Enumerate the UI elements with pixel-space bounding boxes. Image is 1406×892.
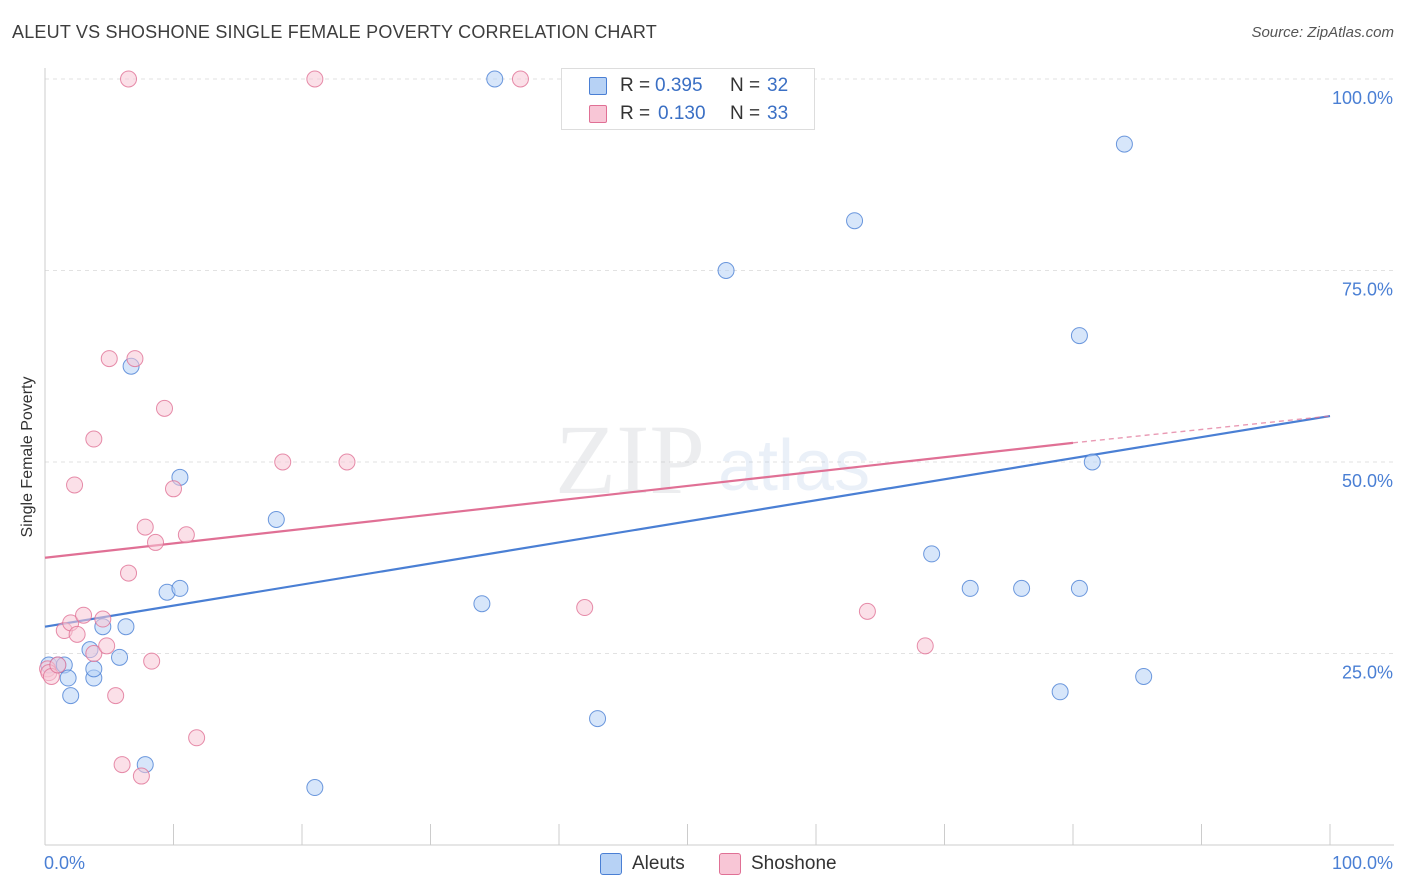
point-aleuts bbox=[846, 212, 864, 230]
point-shoshone bbox=[120, 70, 138, 88]
data-points bbox=[39, 70, 1153, 797]
stats-box: R = 0.395 N = 32 R = 0.130 N = 33 bbox=[561, 68, 815, 130]
point-shoshone bbox=[66, 476, 84, 494]
r-label: R = bbox=[620, 103, 651, 124]
point-shoshone bbox=[511, 70, 529, 88]
n-label: N = bbox=[730, 103, 761, 124]
point-aleuts bbox=[1070, 579, 1088, 597]
point-shoshone bbox=[94, 610, 112, 628]
point-shoshone bbox=[98, 637, 116, 655]
grid-lines bbox=[45, 78, 1394, 654]
point-aleuts bbox=[59, 669, 77, 687]
point-aleuts bbox=[117, 618, 135, 636]
point-aleuts bbox=[1013, 579, 1031, 597]
point-aleuts bbox=[85, 660, 103, 678]
source-label: Source: ZipAtlas.com bbox=[1251, 24, 1394, 41]
point-aleuts bbox=[486, 70, 504, 88]
point-aleuts bbox=[1135, 667, 1153, 685]
point-shoshone bbox=[85, 430, 103, 448]
n-value: 32 bbox=[767, 75, 789, 96]
x-tick-label: 0.0% bbox=[44, 853, 85, 873]
point-shoshone bbox=[576, 599, 594, 617]
x-tick-label: 100.0% bbox=[1332, 853, 1393, 873]
n-label: N = bbox=[730, 75, 761, 96]
point-shoshone bbox=[136, 518, 154, 536]
point-shoshone bbox=[107, 687, 125, 705]
trend-line-extension-shoshone bbox=[1072, 415, 1331, 444]
shoshone-swatch bbox=[589, 105, 607, 123]
legend-aleuts-label: Aleuts bbox=[632, 853, 685, 874]
legend-shoshone-swatch bbox=[719, 853, 741, 875]
point-shoshone bbox=[165, 480, 182, 498]
point-shoshone bbox=[120, 564, 138, 582]
point-shoshone bbox=[68, 625, 86, 643]
point-aleuts bbox=[267, 510, 285, 528]
tick-labels: 25.0% 50.0% 75.0% 100.0% 0.0% 100.0% bbox=[44, 88, 1393, 873]
point-shoshone bbox=[49, 656, 67, 674]
stats-row-aleuts: R = 0.395 N = 32 bbox=[562, 72, 814, 100]
y-tick-label: 75.0% bbox=[1342, 280, 1393, 300]
y-tick-label: 100.0% bbox=[1332, 88, 1393, 108]
point-shoshone bbox=[177, 526, 195, 544]
point-shoshone bbox=[113, 756, 131, 774]
point-aleuts bbox=[62, 687, 80, 705]
point-aleuts bbox=[1070, 327, 1088, 345]
legend-shoshone-label: Shoshone bbox=[751, 853, 837, 874]
point-aleuts bbox=[589, 710, 607, 728]
chart-title: ALEUT VS SHOSHONE SINGLE FEMALE POVERTY … bbox=[12, 22, 657, 42]
watermark-zip: ZIP bbox=[555, 404, 705, 515]
r-value: 0.130 bbox=[658, 103, 706, 124]
trend-line-shoshone bbox=[44, 441, 1074, 559]
point-shoshone bbox=[306, 70, 324, 88]
watermark: ZIP atlas bbox=[555, 404, 870, 515]
y-axis-label: Single Female Poverty bbox=[19, 376, 36, 538]
point-aleuts bbox=[1051, 683, 1069, 701]
r-label: R = bbox=[620, 75, 651, 96]
y-tick-label: 50.0% bbox=[1342, 471, 1393, 491]
point-shoshone bbox=[132, 767, 150, 785]
point-shoshone bbox=[338, 453, 356, 471]
point-aleuts bbox=[171, 579, 189, 597]
point-shoshone bbox=[75, 606, 93, 624]
point-aleuts bbox=[717, 262, 735, 279]
point-aleuts bbox=[1083, 453, 1101, 471]
point-aleuts bbox=[111, 648, 129, 666]
point-shoshone bbox=[156, 399, 174, 417]
point-shoshone bbox=[188, 729, 206, 747]
watermark-atlas: atlas bbox=[718, 426, 870, 506]
stats-row-shoshone: R = 0.130 N = 33 bbox=[562, 100, 814, 128]
legend-aleuts-swatch bbox=[600, 853, 622, 875]
point-aleuts bbox=[1115, 135, 1133, 153]
n-value: 33 bbox=[767, 103, 789, 124]
point-aleuts bbox=[473, 595, 491, 613]
point-shoshone bbox=[143, 652, 161, 670]
r-value: 0.395 bbox=[655, 75, 703, 96]
y-tick-label: 25.0% bbox=[1342, 663, 1393, 683]
point-aleuts bbox=[961, 579, 979, 597]
point-shoshone bbox=[916, 637, 934, 655]
aleuts-swatch bbox=[589, 77, 607, 95]
point-shoshone bbox=[274, 453, 292, 471]
trend-lines bbox=[44, 414, 1331, 628]
point-aleuts bbox=[306, 779, 324, 797]
point-aleuts bbox=[923, 545, 941, 563]
point-shoshone bbox=[147, 533, 165, 551]
point-shoshone bbox=[85, 645, 103, 662]
point-shoshone bbox=[126, 350, 144, 368]
trend-line-aleuts bbox=[44, 414, 1331, 628]
point-shoshone bbox=[100, 350, 118, 368]
axes bbox=[44, 68, 1394, 846]
point-shoshone bbox=[858, 602, 876, 620]
